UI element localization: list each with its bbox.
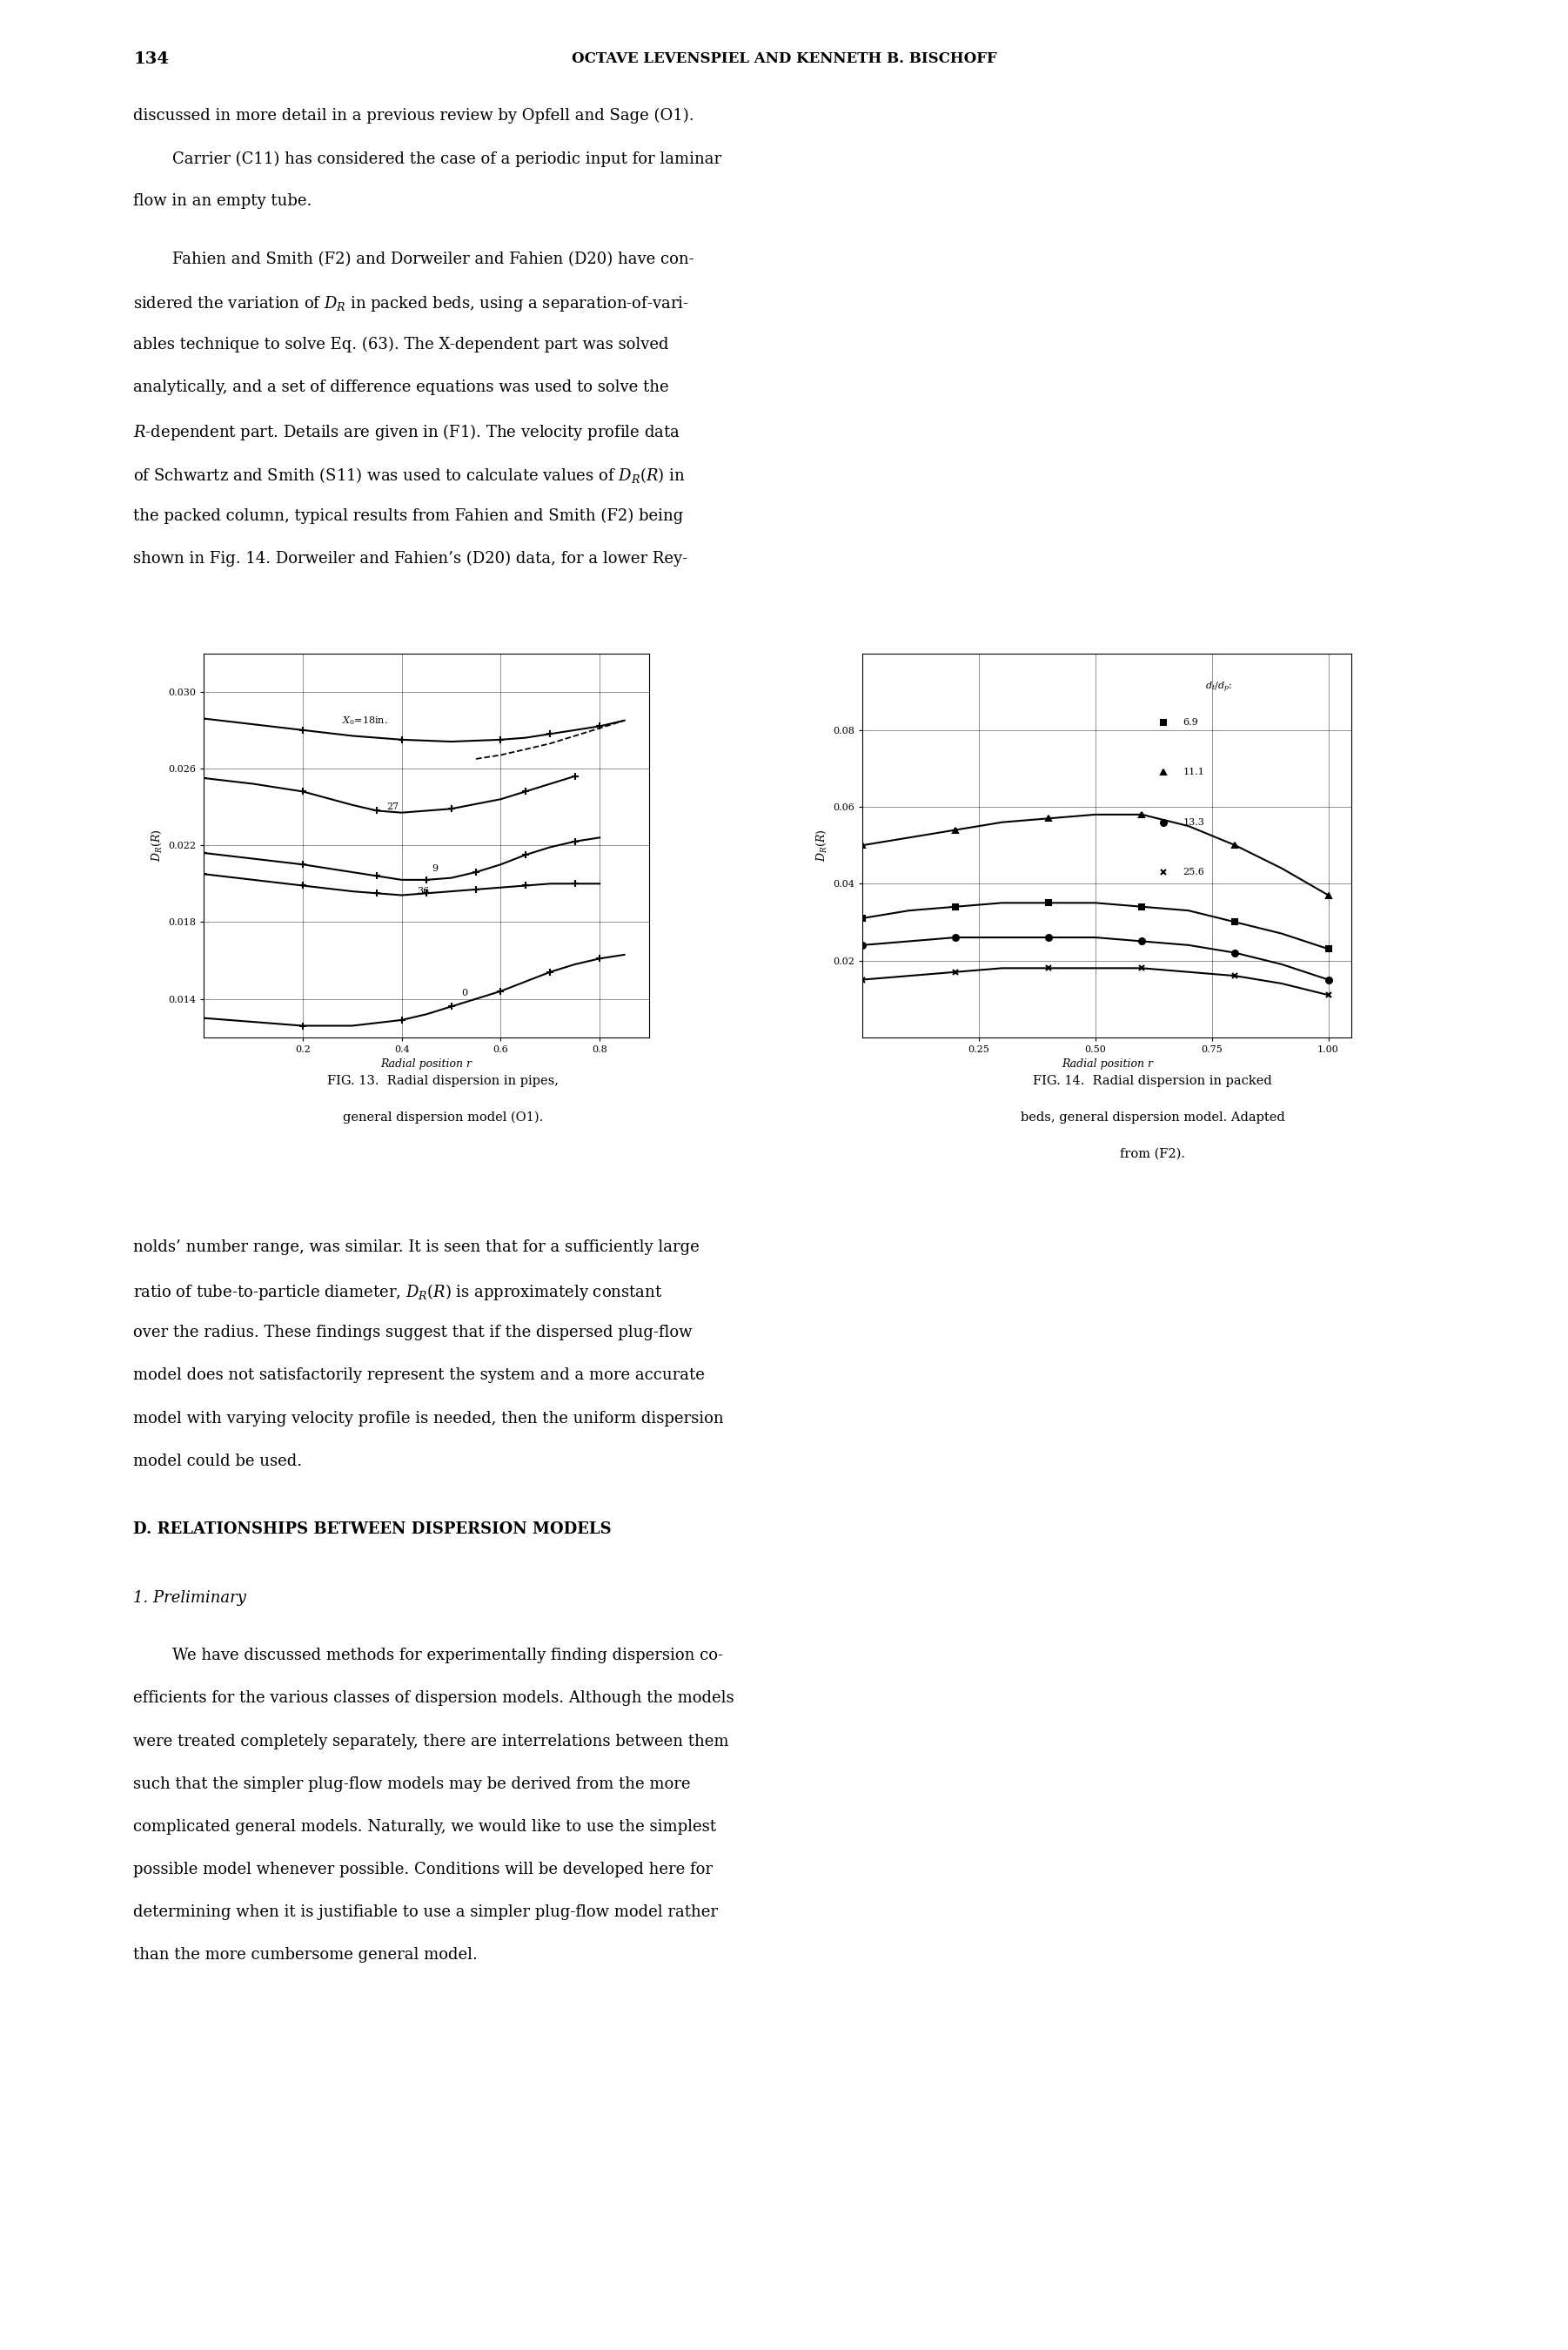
Text: the packed column, typical results from Fahien and Smith (F2) being: the packed column, typical results from … [133,508,684,524]
Text: over the radius. These findings suggest that if the dispersed plug-flow: over the radius. These findings suggest … [133,1325,693,1340]
Text: 6.9: 6.9 [1182,719,1198,726]
Text: 36: 36 [417,888,430,895]
Y-axis label: $D_R(R)$: $D_R(R)$ [815,830,828,862]
Text: We have discussed methods for experimentally finding dispersion co-: We have discussed methods for experiment… [172,1647,723,1664]
Text: OCTAVE LEVENSPIEL AND KENNETH B. BISCHOFF: OCTAVE LEVENSPIEL AND KENNETH B. BISCHOF… [571,52,997,66]
Text: of Schwartz and Smith (S11) was used to calculate values of $D_R(R)$ in: of Schwartz and Smith (S11) was used to … [133,465,685,484]
Text: model with varying velocity profile is needed, then the uniform dispersion: model with varying velocity profile is n… [133,1410,724,1426]
Text: general dispersion model (O1).: general dispersion model (O1). [343,1112,543,1123]
Text: complicated general models. Naturally, we would like to use the simplest: complicated general models. Naturally, w… [133,1819,717,1835]
Text: analytically, and a set of difference equations was used to solve the: analytically, and a set of difference eq… [133,381,670,395]
Text: 27: 27 [387,804,400,811]
Text: efficients for the various classes of dispersion models. Although the models: efficients for the various classes of di… [133,1690,734,1706]
Text: 9: 9 [431,865,437,872]
Text: sidered the variation of $D_R$ in packed beds, using a separation-of-vari-: sidered the variation of $D_R$ in packed… [133,294,690,313]
Text: model does not satisfactorily represent the system and a more accurate: model does not satisfactorily represent … [133,1368,706,1384]
Text: 1. Preliminary: 1. Preliminary [133,1591,246,1605]
X-axis label: Radial position r: Radial position r [1062,1058,1152,1069]
Text: $d_t/d_p$:: $d_t/d_p$: [1204,679,1232,696]
Text: discussed in more detail in a previous review by Opfell and Sage (O1).: discussed in more detail in a previous r… [133,108,695,125]
Text: flow in an empty tube.: flow in an empty tube. [133,193,312,209]
X-axis label: Radial position r: Radial position r [381,1058,472,1069]
Text: FIG. 14.  Radial dispersion in packed: FIG. 14. Radial dispersion in packed [1033,1074,1272,1088]
Text: ables technique to solve Eq. (63). The X-dependent part was solved: ables technique to solve Eq. (63). The X… [133,336,670,352]
Text: ratio of tube-to-particle diameter, $D_R(R)$ is approximately constant: ratio of tube-to-particle diameter, $D_R… [133,1283,663,1302]
Text: shown in Fig. 14. Dorweiler and Fahien’s (D20) data, for a lower Rey-: shown in Fig. 14. Dorweiler and Fahien’s… [133,550,688,566]
Text: $X_0$=18in.: $X_0$=18in. [342,714,389,726]
Text: model could be used.: model could be used. [133,1452,303,1469]
Text: Carrier (C11) has considered the case of a periodic input for laminar: Carrier (C11) has considered the case of… [172,150,721,167]
Text: D. RELATIONSHIPS BETWEEN DISPERSION MODELS: D. RELATIONSHIPS BETWEEN DISPERSION MODE… [133,1523,612,1537]
Text: such that the simpler plug-flow models may be derived from the more: such that the simpler plug-flow models m… [133,1777,690,1791]
Text: than the more cumbersome general model.: than the more cumbersome general model. [133,1948,478,1962]
Text: 11.1: 11.1 [1182,768,1204,776]
Text: 0: 0 [461,989,467,999]
Text: 25.6: 25.6 [1182,867,1204,877]
Text: 13.3: 13.3 [1182,818,1204,827]
Text: Fahien and Smith (F2) and Dorweiler and Fahien (D20) have con-: Fahien and Smith (F2) and Dorweiler and … [172,251,695,268]
Text: beds, general dispersion model. Adapted: beds, general dispersion model. Adapted [1021,1112,1284,1123]
Text: were treated completely separately, there are interrelations between them: were treated completely separately, ther… [133,1734,729,1748]
Text: 134: 134 [133,52,169,68]
Text: $R$-dependent part. Details are given in (F1). The velocity profile data: $R$-dependent part. Details are given in… [133,423,681,442]
Text: from (F2).: from (F2). [1120,1147,1185,1161]
Y-axis label: $D_R(R)$: $D_R(R)$ [151,830,163,862]
Text: nolds’ number range, was similar. It is seen that for a sufficiently large: nolds’ number range, was similar. It is … [133,1238,699,1255]
Text: FIG. 13.  Radial dispersion in pipes,: FIG. 13. Radial dispersion in pipes, [328,1074,558,1088]
Text: possible model whenever possible. Conditions will be developed here for: possible model whenever possible. Condit… [133,1861,713,1878]
Text: determining when it is justifiable to use a simpler plug-flow model rather: determining when it is justifiable to us… [133,1904,718,1920]
